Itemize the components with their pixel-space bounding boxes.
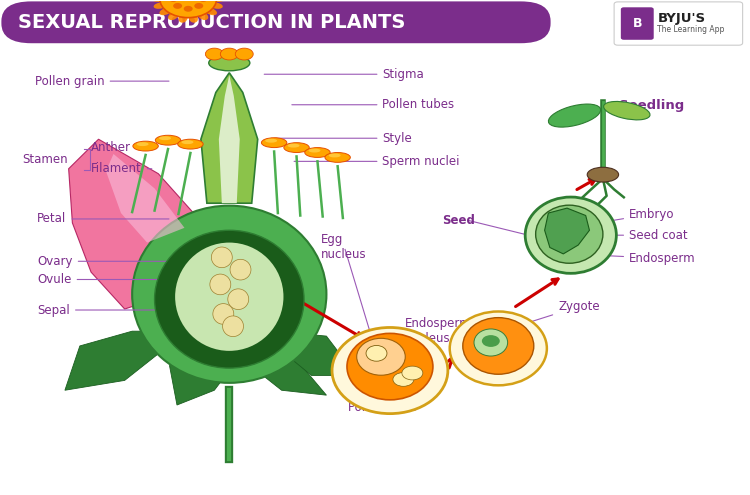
Text: Zygote: Zygote [509,300,600,329]
Circle shape [482,335,500,347]
Ellipse shape [155,135,181,145]
Ellipse shape [262,138,286,148]
Text: Ovule: Ovule [38,273,197,286]
Ellipse shape [450,311,547,385]
Text: Pollen grain: Pollen grain [35,75,169,88]
Circle shape [194,3,203,9]
Ellipse shape [210,2,223,9]
Ellipse shape [328,153,340,157]
FancyBboxPatch shape [2,1,550,43]
Circle shape [184,6,193,12]
Text: Embryo: Embryo [580,207,674,226]
Text: Egg
nucleus: Egg nucleus [321,234,367,261]
Ellipse shape [536,205,603,263]
Circle shape [236,48,254,60]
Text: The Learning App: The Learning App [658,25,724,35]
Polygon shape [544,208,590,254]
Ellipse shape [136,142,148,146]
Ellipse shape [463,318,534,374]
Text: Sperm nuclei: Sperm nuclei [294,155,460,168]
Ellipse shape [209,55,250,71]
Polygon shape [106,154,184,243]
Circle shape [206,48,224,60]
Ellipse shape [228,289,249,309]
Ellipse shape [347,334,433,400]
Circle shape [393,373,414,386]
Text: Ovary: Ovary [38,255,197,268]
Ellipse shape [154,230,304,368]
Ellipse shape [223,316,244,337]
Text: Petal: Petal [38,212,169,225]
Ellipse shape [210,274,231,295]
Ellipse shape [133,141,158,151]
Text: B: B [632,17,642,30]
Text: Seedling: Seedling [620,99,685,112]
Ellipse shape [189,14,198,23]
Text: Style: Style [274,132,412,145]
Ellipse shape [366,346,387,361]
Text: Polar nuclei: Polar nuclei [348,401,417,414]
Ellipse shape [152,0,165,2]
Ellipse shape [332,328,448,414]
Ellipse shape [211,247,232,268]
Circle shape [160,0,217,18]
FancyBboxPatch shape [614,2,742,45]
Ellipse shape [357,338,405,375]
Ellipse shape [304,148,330,157]
Ellipse shape [525,197,616,273]
Ellipse shape [198,12,208,20]
Ellipse shape [266,139,277,143]
Polygon shape [201,73,258,203]
Ellipse shape [587,167,619,182]
Ellipse shape [178,139,203,149]
Text: SEXUAL REPRODUCTION IN PLANTS: SEXUAL REPRODUCTION IN PLANTS [18,13,405,32]
Text: BYJU'S: BYJU'S [658,11,706,25]
Polygon shape [219,75,240,203]
Ellipse shape [132,205,326,383]
Ellipse shape [211,0,225,2]
Ellipse shape [154,2,166,9]
Text: Stigma: Stigma [264,68,424,81]
Polygon shape [170,336,237,405]
Ellipse shape [178,14,188,23]
Ellipse shape [168,12,178,20]
Text: Filament: Filament [91,162,152,175]
Text: Endosperm: Endosperm [592,252,696,265]
Polygon shape [267,331,356,376]
Text: Endosperm
nucleus: Endosperm nucleus [405,317,472,345]
Ellipse shape [175,243,284,351]
Ellipse shape [474,329,508,356]
Text: Anther: Anther [91,141,152,154]
Ellipse shape [325,152,350,162]
Circle shape [402,366,423,380]
Circle shape [169,0,178,2]
Circle shape [199,0,208,2]
Ellipse shape [206,8,217,15]
Ellipse shape [308,148,320,152]
Circle shape [220,48,238,60]
Ellipse shape [182,140,194,144]
Ellipse shape [230,259,251,280]
Text: Seed coat: Seed coat [608,229,688,242]
Ellipse shape [160,8,171,15]
Ellipse shape [213,303,234,324]
Polygon shape [69,139,198,309]
Ellipse shape [548,104,601,127]
Polygon shape [65,331,170,390]
Ellipse shape [159,136,171,140]
Text: Seed: Seed [442,214,476,227]
Polygon shape [237,331,326,395]
Ellipse shape [284,143,309,152]
FancyBboxPatch shape [621,7,654,40]
Ellipse shape [287,144,299,148]
Circle shape [173,3,182,9]
Text: Sepal: Sepal [38,303,199,316]
Text: Stamen: Stamen [22,153,68,166]
Ellipse shape [604,101,650,120]
Text: Pollen tubes: Pollen tubes [292,98,454,111]
